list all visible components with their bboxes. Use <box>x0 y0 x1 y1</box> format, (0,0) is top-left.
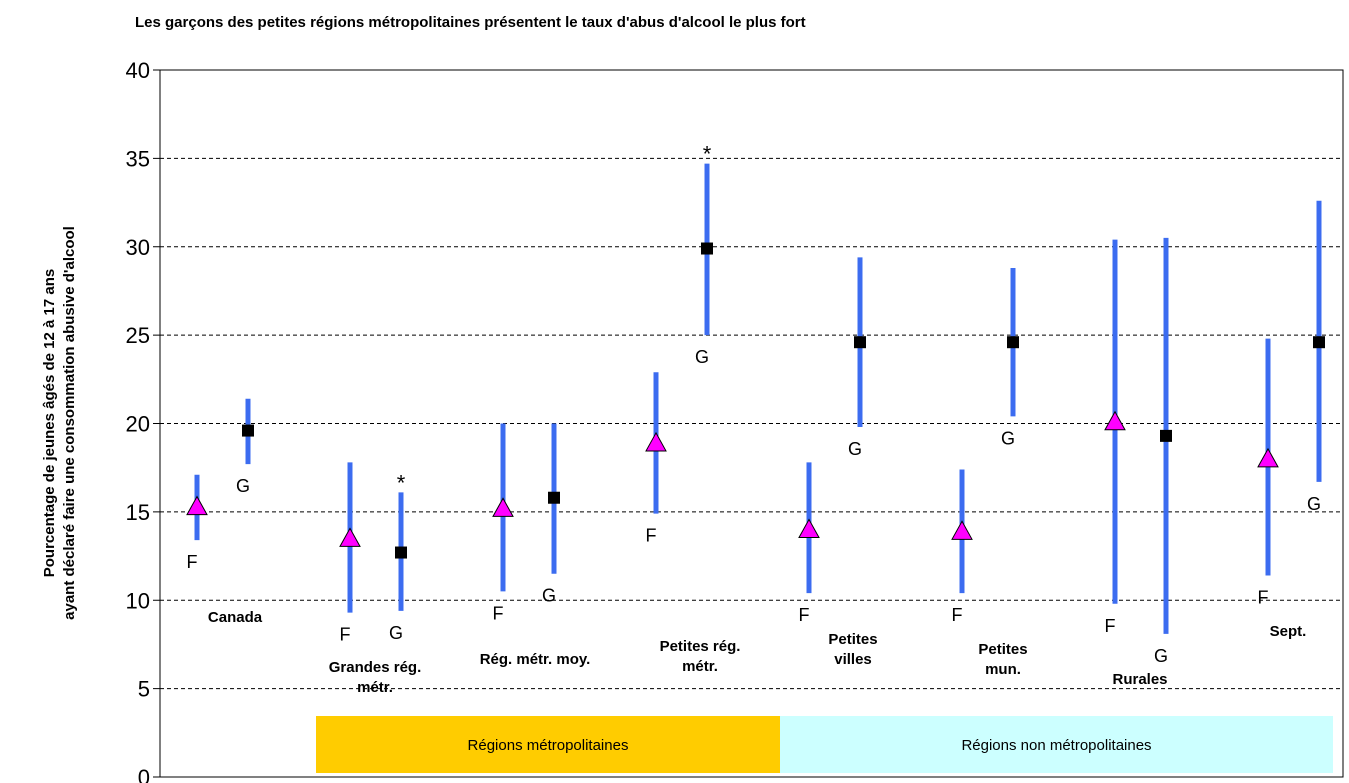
category-label: Petites mun. <box>978 641 1028 678</box>
point-label: F <box>1105 616 1116 636</box>
point <box>395 546 407 559</box>
y-tick-label: 15 <box>126 500 150 525</box>
y-tick-label: 10 <box>126 588 150 613</box>
category-label: Petites villes <box>828 631 878 668</box>
y-axis-title: Pourcentage de jeunes âgés de 12 à 17 an… <box>41 269 58 577</box>
point <box>1313 336 1325 349</box>
group-band <box>316 716 780 773</box>
point-label: G <box>542 586 556 606</box>
category-label: Sept. <box>1269 623 1307 640</box>
y-tick-label: 0 <box>138 765 150 783</box>
point <box>186 495 208 516</box>
point <box>1257 447 1279 468</box>
point <box>854 336 866 349</box>
category-label: Petites rég. métr. <box>659 638 741 675</box>
point <box>798 518 820 539</box>
point-label: G <box>695 347 709 367</box>
point <box>951 520 973 540</box>
significance-mark: * <box>397 470 406 495</box>
chart-title: Les garçons des petites régions métropol… <box>135 14 806 31</box>
point <box>548 491 560 504</box>
point-label: F <box>187 552 198 572</box>
point-label: G <box>1001 428 1015 448</box>
point-label: G <box>1307 494 1321 514</box>
y-axis-title: ayant déclaré faire une consommation abu… <box>61 226 78 620</box>
point <box>1160 429 1172 442</box>
point-label: F <box>799 605 810 625</box>
y-tick-label: 35 <box>126 146 150 171</box>
group-label: Régions non métropolitaines <box>961 737 1151 754</box>
y-tick-label: 40 <box>126 58 150 83</box>
category-label: Grandes rég. métr. <box>328 659 422 696</box>
point <box>645 431 667 452</box>
point-label: G <box>236 476 250 496</box>
point-label: F <box>646 526 657 546</box>
point-label: G <box>1154 646 1168 666</box>
point <box>242 424 254 437</box>
point-label: F <box>493 603 504 623</box>
point-label: F <box>952 605 963 625</box>
group-label: Régions métropolitaines <box>468 737 629 754</box>
point <box>339 527 361 547</box>
category-label: Rég. métr. moy. <box>479 651 591 668</box>
point-label: G <box>389 623 403 643</box>
point-label: G <box>848 439 862 459</box>
plot-border <box>159 69 1344 778</box>
category-label: Canada <box>207 609 263 626</box>
point-label: F <box>1258 588 1269 608</box>
point-label: F <box>340 625 351 645</box>
category-label: Rurales <box>1112 671 1168 688</box>
y-tick-label: 5 <box>138 677 150 702</box>
point <box>1007 336 1019 349</box>
point <box>701 242 713 255</box>
y-tick-label: 20 <box>126 412 150 437</box>
point <box>1104 410 1126 431</box>
point <box>492 497 514 517</box>
y-tick-label: 25 <box>126 323 150 348</box>
y-tick-label: 30 <box>126 235 150 260</box>
group-band <box>780 716 1333 773</box>
significance-mark: * <box>703 142 712 167</box>
